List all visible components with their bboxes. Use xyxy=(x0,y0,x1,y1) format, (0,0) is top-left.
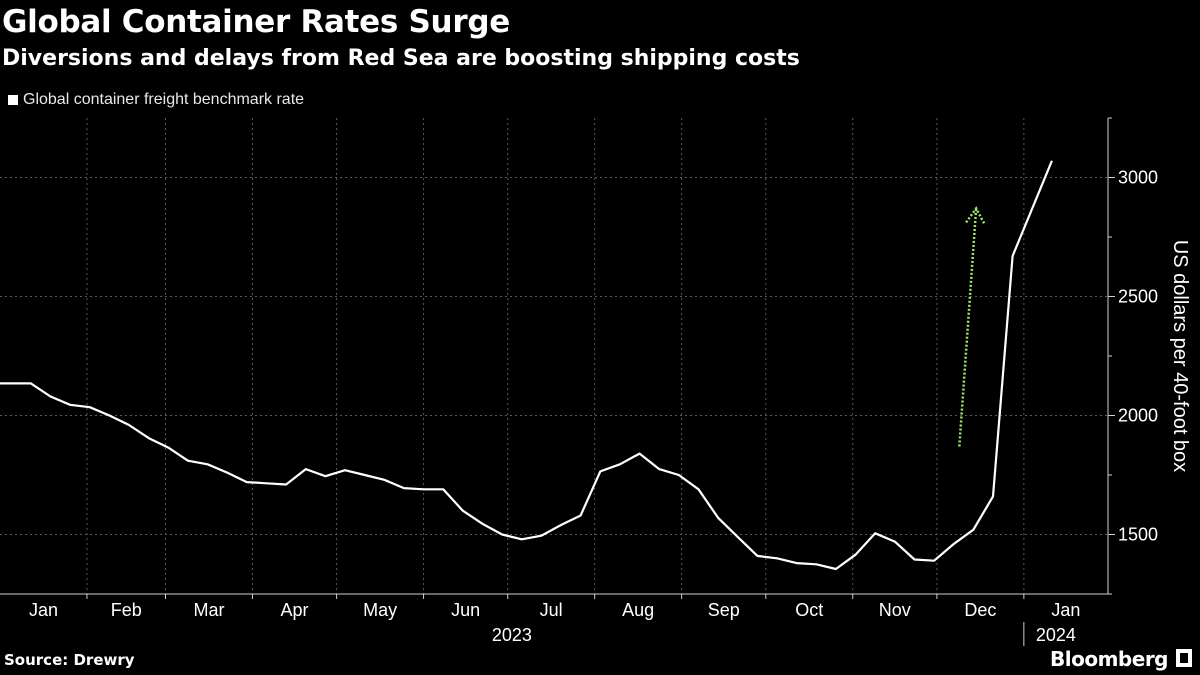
chart-title: Global Container Rates Surge xyxy=(2,4,510,40)
x-tick-label: Dec xyxy=(964,600,996,620)
annotation-arrow-shaft xyxy=(958,208,978,447)
x-tick-label: Oct xyxy=(795,600,823,620)
legend: Global container freight benchmark rate xyxy=(8,91,304,109)
x-tick-label: Apr xyxy=(281,600,309,620)
y-tick-label: 2500 xyxy=(1118,287,1158,307)
y-tick-label: 3000 xyxy=(1118,168,1158,188)
y-tick-label: 2000 xyxy=(1118,406,1158,426)
y-tick-label: 1500 xyxy=(1118,525,1158,545)
legend-label: Global container freight benchmark rate xyxy=(23,91,305,108)
x-tick-label: Jul xyxy=(540,600,563,620)
year-label: 2023 xyxy=(492,625,532,645)
x-tick-label: Sep xyxy=(708,600,740,620)
x-tick-label: Mar xyxy=(193,600,224,620)
year-label: 2024 xyxy=(1036,625,1076,645)
source-note: Source: Drewry xyxy=(4,651,135,669)
x-tick-label: Jun xyxy=(451,600,480,620)
y-axis-title: US dollars per 40-foot box xyxy=(1169,240,1191,472)
brand-logo: Bloomberg xyxy=(1050,647,1168,671)
x-tick-label: Feb xyxy=(111,600,142,620)
chart-subtitle: Diversions and delays from Red Sea are b… xyxy=(2,46,800,71)
x-tick-label: Jan xyxy=(1051,600,1080,620)
legend-swatch xyxy=(8,95,18,105)
x-tick-label: Jan xyxy=(29,600,58,620)
series-line-freight-rate xyxy=(0,160,1053,571)
x-tick-label: May xyxy=(363,600,397,620)
x-tick-label: Aug xyxy=(622,600,654,620)
bloomberg-terminal-icon xyxy=(1176,649,1192,667)
annotation-arrow-head xyxy=(965,206,986,225)
x-tick-label: Nov xyxy=(879,600,911,620)
